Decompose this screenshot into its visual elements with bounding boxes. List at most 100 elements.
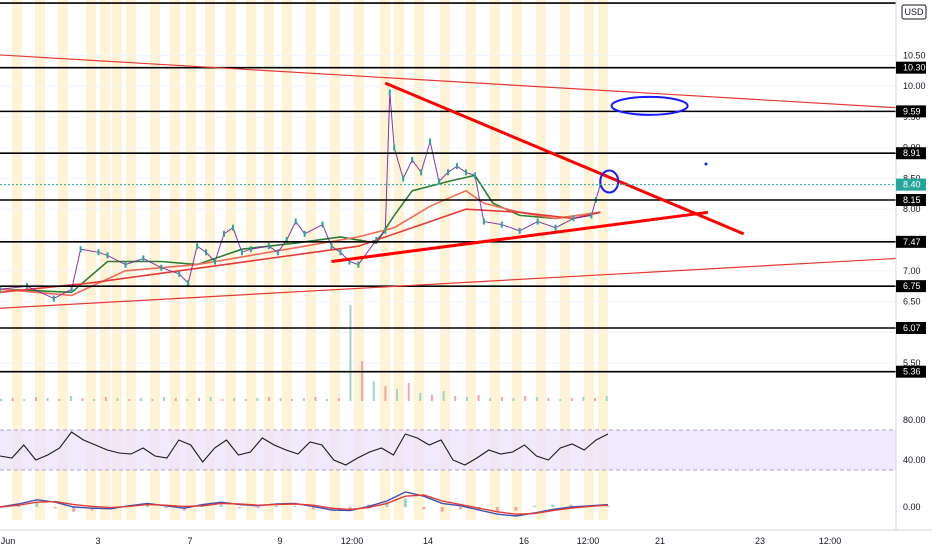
macd-histogram-bar [606,505,610,507]
time-tick-label: 3 [95,536,100,546]
macd-histogram-bar [274,505,278,507]
price-candle [70,286,73,293]
volume-bar [11,398,14,401]
level-price-tag[interactable] [896,105,926,118]
volume-bars [0,305,608,401]
volume-bar [93,399,96,401]
volume-bar [279,398,282,401]
session-stripe [100,0,110,520]
session-stripe [414,0,424,520]
session-stripe [466,0,476,520]
annotation-ellipse[interactable] [599,169,620,194]
time-tick-label: 14 [423,536,433,546]
session-stripe [560,0,570,520]
price-tick-label: 10.50 [903,50,926,60]
volume-bar [116,398,119,401]
session-stripe [246,0,256,520]
volume-bar [291,399,294,401]
price-series [0,89,602,302]
horizontal-levels[interactable] [0,2,896,373]
trendline[interactable] [0,257,897,310]
time-tick-label: 21 [655,536,665,546]
price-candle [590,212,593,219]
macd-histogram-bar [72,507,76,512]
level-price-tag[interactable] [896,365,926,378]
price-candle [187,280,190,287]
level-price-tag[interactable] [896,235,926,248]
volume-bar [477,395,480,401]
session-stripe [226,0,236,520]
volume-bar [139,398,142,401]
trendline[interactable] [384,81,745,236]
price-candle [348,258,351,265]
volume-bar [419,393,422,401]
price-candle [79,246,82,253]
trendlines[interactable] [0,52,897,310]
volume-bar [81,398,84,401]
last-price-tag[interactable] [896,178,926,191]
session-stripe [170,0,180,520]
macd-histogram-bar [459,507,463,510]
time-axis[interactable]: Jun 3 7 9 12:00 14 16 12:00 21 23 12:00 [0,529,932,550]
volume-bar [465,397,468,401]
volume-bar [559,399,562,401]
trendline[interactable] [0,52,897,109]
macd-histogram-bar [403,498,407,507]
price-candle [482,218,485,225]
level-price-tag[interactable] [896,322,926,334]
macd-histogram-bar [551,504,555,507]
price-axis[interactable]: USD10.5010.009.509.008.508.007.507.006.5… [0,0,932,530]
session-stripe [512,0,522,520]
session-stripe [380,0,390,520]
annotation-dot[interactable] [704,162,708,166]
price-candle [0,286,1,293]
level-price-tag[interactable] [896,194,926,206]
volume-bar [384,386,387,401]
time-tick-label: 9 [277,536,282,546]
drawing-annotations[interactable] [599,95,708,194]
level-price-label: 8.91 [903,148,921,158]
level-price-label: 8.15 [903,195,921,205]
price-candle [249,246,252,253]
level-price-tag[interactable] [896,280,926,293]
macd-histogram-bar [145,504,149,507]
volume-bar [163,397,166,401]
volume-bar [594,398,597,401]
price-candle [303,230,306,237]
level-price-label: 9.59 [903,106,921,116]
moving-averages [0,174,601,297]
volume-bar [174,398,177,401]
price-candle [321,221,324,228]
volume-bar [337,398,340,401]
volume-bar [500,397,503,401]
level-price-tag[interactable] [896,61,926,74]
session-stripe [282,0,292,520]
volume-bar [0,399,2,401]
currency-label[interactable]: USD [904,7,924,17]
volume-bar [198,398,201,401]
macd-histogram-bar [569,504,573,507]
volume-bar [442,391,445,401]
rsi-pane [0,429,896,471]
time-tick-label: 7 [187,536,192,546]
volume-bar [34,397,37,401]
trendline[interactable] [331,210,709,264]
volume-bar [267,397,270,401]
volume-bar [104,397,107,401]
volume-bar [512,398,515,401]
session-stripe [598,0,608,520]
price-candle [411,157,414,163]
annotation-ellipse[interactable] [610,95,689,116]
price-candle [160,264,163,271]
macd-tick-label: 0.00 [903,502,921,512]
level-price-tag[interactable] [896,147,926,160]
price-candle [339,249,342,256]
price-tick-label: 6.50 [903,297,921,307]
session-stripe [12,0,22,520]
last-price-label: 8.40 [903,180,921,190]
price-candle [384,227,387,234]
session-stripe [490,0,500,520]
price-candle [572,215,575,222]
price-candle [447,169,449,176]
